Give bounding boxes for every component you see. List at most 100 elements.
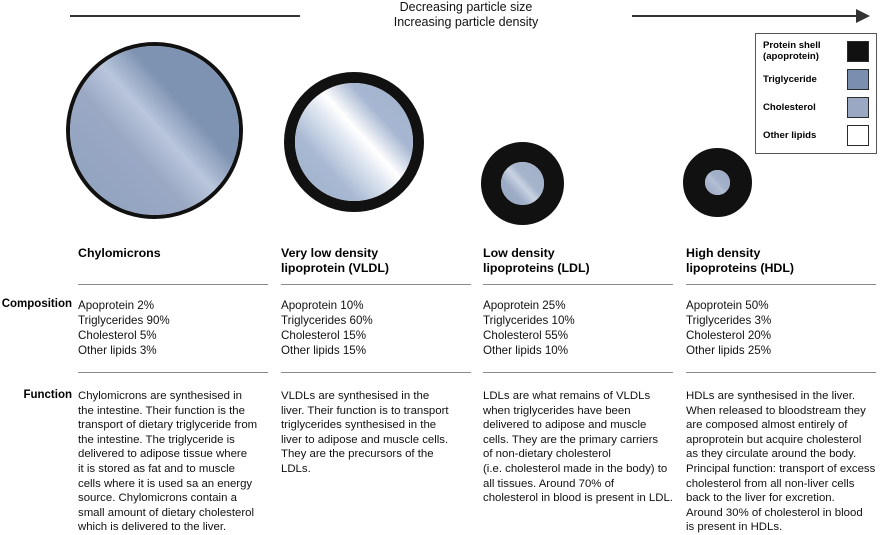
- column-title: Low density lipoproteins (LDL): [483, 246, 590, 275]
- text-line: Apoprotein 25%: [483, 299, 566, 312]
- text-line: Cholesterol 15%: [281, 329, 367, 342]
- column-title-line2: lipoproteins (HDL): [686, 260, 795, 275]
- text-line: They are the precursors of the: [281, 448, 434, 461]
- text-line: which is delivered to the liver.: [78, 521, 227, 534]
- text-line: cholesterol from all non-liver cells: [686, 477, 855, 490]
- column-rule-top: [281, 284, 471, 285]
- legend-item-cholesterol: Cholesterol: [763, 97, 869, 118]
- text-line: of non-dietary cholesterol: [483, 448, 611, 461]
- axis-caption-line2: Increasing particle density: [393, 15, 539, 29]
- text-line: back to the liver for excretion.: [686, 492, 835, 505]
- text-line: the intestine. Their function is the: [78, 404, 245, 417]
- legend-swatch-cholesterol: [847, 97, 869, 118]
- legend-swatch-other-lipids: [847, 125, 869, 146]
- column-title-line1: High density: [686, 246, 761, 260]
- function-text: LDLs are what remains of VLDLs when trigl…: [483, 389, 673, 506]
- column-rule-bottom: [686, 372, 876, 373]
- ldl-core: [501, 162, 544, 205]
- column-rule-top: [78, 284, 268, 285]
- text-line: triglycerides synthesised in the: [281, 419, 437, 432]
- column-rule-bottom: [281, 372, 471, 373]
- text-line: When released to bloodstream they: [686, 404, 866, 417]
- text-line: Other lipids 10%: [483, 344, 569, 357]
- column-title-line2: lipoprotein (VLDL): [281, 260, 390, 275]
- legend-item-triglyceride: Triglyceride: [763, 69, 869, 90]
- text-line: liver. Their function is to transport: [281, 404, 449, 417]
- text-line: Apoprotein 50%: [686, 299, 769, 312]
- function-text: HDLs are synthesised in the liver. When r…: [686, 389, 875, 535]
- legend-label-line1: Protein shell: [763, 40, 821, 51]
- legend-swatch-triglyceride: [847, 69, 869, 90]
- hdl-particle: [683, 148, 752, 217]
- column-rule-top: [686, 284, 876, 285]
- text-line: is present in HDLs.: [686, 521, 783, 534]
- chylomicron-core: [70, 46, 239, 215]
- column-rule-bottom: [78, 372, 268, 373]
- legend-swatch-protein-shell: [847, 40, 869, 62]
- arrow-head-icon: [856, 9, 870, 23]
- text-line: delivered to adipose and muscle: [483, 419, 647, 432]
- text-line: liver to adipose and muscle cells.: [281, 433, 449, 446]
- text-line: Other lipids 3%: [78, 344, 157, 357]
- text-line: Triglycerides 10%: [483, 314, 575, 327]
- row-label-function: Function: [23, 389, 72, 401]
- composition-list: Apoprotein 25% Triglycerides 10% Cholester…: [483, 298, 575, 358]
- text-line: are composed almost entirely of: [686, 419, 848, 432]
- text-line: Cholesterol 55%: [483, 329, 569, 342]
- text-line: Triglycerides 3%: [686, 314, 772, 327]
- ldl-particle: [481, 142, 564, 225]
- function-text: Chylomicrons are synthesised in the intes…: [78, 389, 257, 535]
- text-line: the intestine. The triglyceride is: [78, 433, 235, 446]
- text-line: Chylomicrons are synthesised in: [78, 390, 242, 402]
- text-line: Other lipids 15%: [281, 344, 367, 357]
- axis-caption-line1: Decreasing particle size: [399, 0, 533, 14]
- text-line: Principal function: transport of excess: [686, 462, 876, 475]
- text-line: Cholesterol 5%: [78, 329, 157, 342]
- text-line: as they circulate around the body.: [686, 448, 857, 461]
- row-label-composition: Composition: [1, 298, 72, 310]
- text-line: LDLs.: [281, 462, 311, 475]
- column-rule-top: [483, 284, 673, 285]
- text-line: Around 30% of cholesterol in blood: [686, 506, 863, 519]
- column-title: Chylomicrons: [78, 246, 161, 261]
- text-line: all tissues. Around 70% of: [483, 477, 615, 490]
- chylomicron-particle: [66, 42, 243, 219]
- column-title-line1: Very low density: [281, 246, 379, 260]
- text-line: cells where it is used sa an energy: [78, 477, 253, 490]
- text-line: source. Chylomicrons contain a: [78, 492, 237, 505]
- text-line: LDLs are what remains of VLDLs: [483, 390, 651, 402]
- column-title-line1: Low density: [483, 246, 555, 260]
- text-line: Triglycerides 90%: [78, 314, 170, 327]
- column-rule-bottom: [483, 372, 673, 373]
- text-line: Triglycerides 60%: [281, 314, 373, 327]
- column-title: Very low density lipoprotein (VLDL): [281, 246, 389, 275]
- legend-label-cholesterol: Cholesterol: [763, 102, 816, 113]
- text-line: small amount of dietary cholesterol: [78, 506, 255, 519]
- legend-label-line2: (apoprotein): [763, 51, 819, 62]
- legend-label-other-lipids: Other lipids: [763, 130, 817, 141]
- function-text: VLDLs are synthesised in the liver. Their…: [281, 389, 449, 477]
- text-line: VLDLs are synthesised in the: [281, 390, 430, 402]
- legend-label-triglyceride: Triglyceride: [763, 74, 817, 85]
- text-line: Apoprotein 2%: [78, 299, 155, 312]
- column-title: High density lipoproteins (HDL): [686, 246, 794, 275]
- text-line: HDLs are synthesised in the liver.: [686, 390, 856, 402]
- text-line: aproprotein but acquire cholesterol: [686, 433, 862, 446]
- composition-list: Apoprotein 50% Triglycerides 3% Cholestero…: [686, 298, 771, 358]
- text-line: Other lipids 25%: [686, 344, 772, 357]
- text-line: it is stored as fat and to muscle: [78, 462, 236, 475]
- axis-caption: Decreasing particle size Increasing part…: [300, 0, 632, 30]
- vldl-core: [295, 83, 413, 201]
- text-line: cholesterol in blood is present in LDL.: [483, 492, 673, 505]
- legend-item-other-lipids: Other lipids: [763, 125, 869, 146]
- composition-list: Apoprotein 2% Triglycerides 90% Cholestero…: [78, 298, 170, 358]
- legend-label-protein-shell: Protein shell (apoprotein): [763, 40, 821, 62]
- text-line: (i.e. cholesterol made in the body) to: [483, 462, 668, 475]
- column-title-line1: Chylomicrons: [78, 246, 161, 260]
- composition-list: Apoprotein 10% Triglycerides 60% Cholester…: [281, 298, 373, 358]
- text-line: cells. They are the primary carriers: [483, 433, 659, 446]
- vldl-particle: [284, 72, 424, 212]
- legend-item-protein-shell: Protein shell (apoprotein): [763, 40, 869, 62]
- legend: Protein shell (apoprotein) Triglyceride …: [755, 33, 877, 154]
